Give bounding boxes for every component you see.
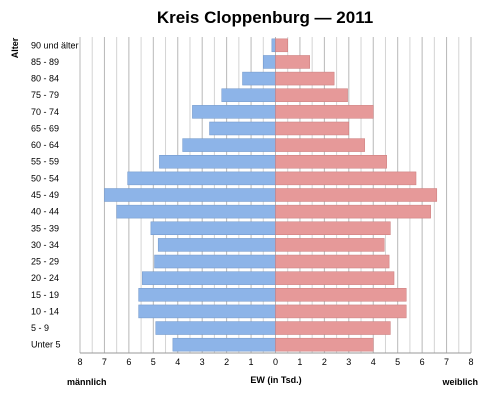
bar-maennlich bbox=[221, 88, 276, 102]
bar-maennlich bbox=[150, 221, 276, 235]
category-label: Unter 5 bbox=[31, 340, 61, 350]
category-label: 55 - 59 bbox=[31, 157, 59, 167]
category-labels: 90 und älter 85 - 89 80 - 84 75 - 79 70 - 74… bbox=[31, 40, 79, 349]
x-tick-label: 8 bbox=[468, 357, 473, 367]
bar-weiblich bbox=[275, 204, 431, 219]
x-tick-labels: 8 7 6 5 4 3 2 1 0 1 2 3 4 5 6 7 8 bbox=[77, 357, 473, 367]
x-tick-label: 4 bbox=[175, 357, 180, 367]
bar-weiblich bbox=[275, 105, 374, 119]
bar-maennlich bbox=[155, 321, 276, 335]
bars bbox=[104, 38, 438, 352]
x-tick-label: 2 bbox=[322, 357, 327, 367]
bar-weiblich bbox=[275, 288, 407, 302]
bar-weiblich bbox=[275, 55, 310, 69]
category-label: 75 - 79 bbox=[31, 90, 59, 100]
bar-weiblich bbox=[275, 155, 387, 169]
bar-weiblich bbox=[275, 88, 348, 102]
bar-maennlich bbox=[154, 254, 276, 269]
x-tick-label: 3 bbox=[200, 357, 205, 367]
x-tick-label: 5 bbox=[395, 357, 400, 367]
bar-weiblich bbox=[275, 188, 438, 202]
category-label: 65 - 69 bbox=[31, 123, 59, 133]
bar-weiblich bbox=[275, 304, 407, 319]
bar-weiblich bbox=[275, 321, 391, 335]
bar-maennlich bbox=[172, 337, 276, 352]
bar-weiblich bbox=[275, 71, 335, 86]
bar-maennlich bbox=[138, 304, 276, 319]
bar-weiblich bbox=[275, 238, 385, 252]
bar-maennlich bbox=[271, 38, 276, 53]
x-tick-label: 2 bbox=[224, 357, 229, 367]
bar-weiblich bbox=[275, 254, 390, 269]
bar-maennlich bbox=[263, 55, 276, 69]
bar-weiblich bbox=[275, 337, 374, 352]
bar-maennlich bbox=[138, 288, 276, 302]
category-label: 80 - 84 bbox=[31, 74, 59, 84]
bar-maennlich bbox=[157, 238, 276, 252]
x-tick-label: 7 bbox=[444, 357, 449, 367]
category-label: 50 - 54 bbox=[31, 173, 59, 183]
bar-weiblich bbox=[275, 171, 417, 186]
x-tick-label: 6 bbox=[420, 357, 425, 367]
bar-maennlich bbox=[182, 138, 276, 152]
x-tick-label: 1 bbox=[249, 357, 254, 367]
x-tick-label: 6 bbox=[126, 357, 131, 367]
bar-maennlich bbox=[159, 155, 276, 169]
bar-maennlich bbox=[116, 204, 276, 219]
category-label: 45 - 49 bbox=[31, 190, 59, 200]
category-label: 5 - 9 bbox=[31, 323, 49, 333]
bar-weiblich bbox=[275, 38, 288, 53]
y-axis-title: Alter bbox=[10, 37, 20, 58]
x-tick-label: 1 bbox=[297, 357, 302, 367]
bar-weiblich bbox=[275, 138, 365, 152]
category-label: 90 und älter bbox=[31, 40, 79, 50]
bar-maennlich bbox=[142, 271, 276, 285]
category-label: 70 - 74 bbox=[31, 107, 59, 117]
category-label: 25 - 29 bbox=[31, 257, 59, 267]
category-label: 35 - 39 bbox=[31, 223, 59, 233]
bar-weiblich bbox=[275, 271, 395, 285]
bar-weiblich bbox=[275, 121, 350, 136]
bar-maennlich bbox=[209, 121, 276, 136]
category-label: 30 - 34 bbox=[31, 240, 59, 250]
x-tick-label: 7 bbox=[102, 357, 107, 367]
category-label: 40 - 44 bbox=[31, 207, 59, 217]
bar-maennlich bbox=[192, 105, 276, 119]
x-tick-label: 0 bbox=[273, 357, 278, 367]
category-label: 15 - 19 bbox=[31, 290, 59, 300]
bar-maennlich bbox=[242, 71, 276, 86]
bar-maennlich bbox=[104, 188, 276, 202]
bar-maennlich bbox=[127, 171, 276, 186]
x-tick-label: 5 bbox=[151, 357, 156, 367]
bar-weiblich bbox=[275, 221, 391, 235]
right-side-label: weiblich bbox=[441, 377, 478, 387]
category-label: 20 - 24 bbox=[31, 273, 59, 283]
category-label: 85 - 89 bbox=[31, 57, 59, 67]
left-side-label: männlich bbox=[67, 377, 107, 387]
x-tick-label: 4 bbox=[371, 357, 376, 367]
category-label: 60 - 64 bbox=[31, 140, 59, 150]
x-axis-title: EW (in Tsd.) bbox=[250, 375, 301, 385]
chart-title: Kreis Cloppenburg — 2011 bbox=[157, 8, 373, 27]
x-tick-label: 8 bbox=[77, 357, 82, 367]
category-label: 10 - 14 bbox=[31, 306, 59, 316]
x-tick-label: 3 bbox=[346, 357, 351, 367]
